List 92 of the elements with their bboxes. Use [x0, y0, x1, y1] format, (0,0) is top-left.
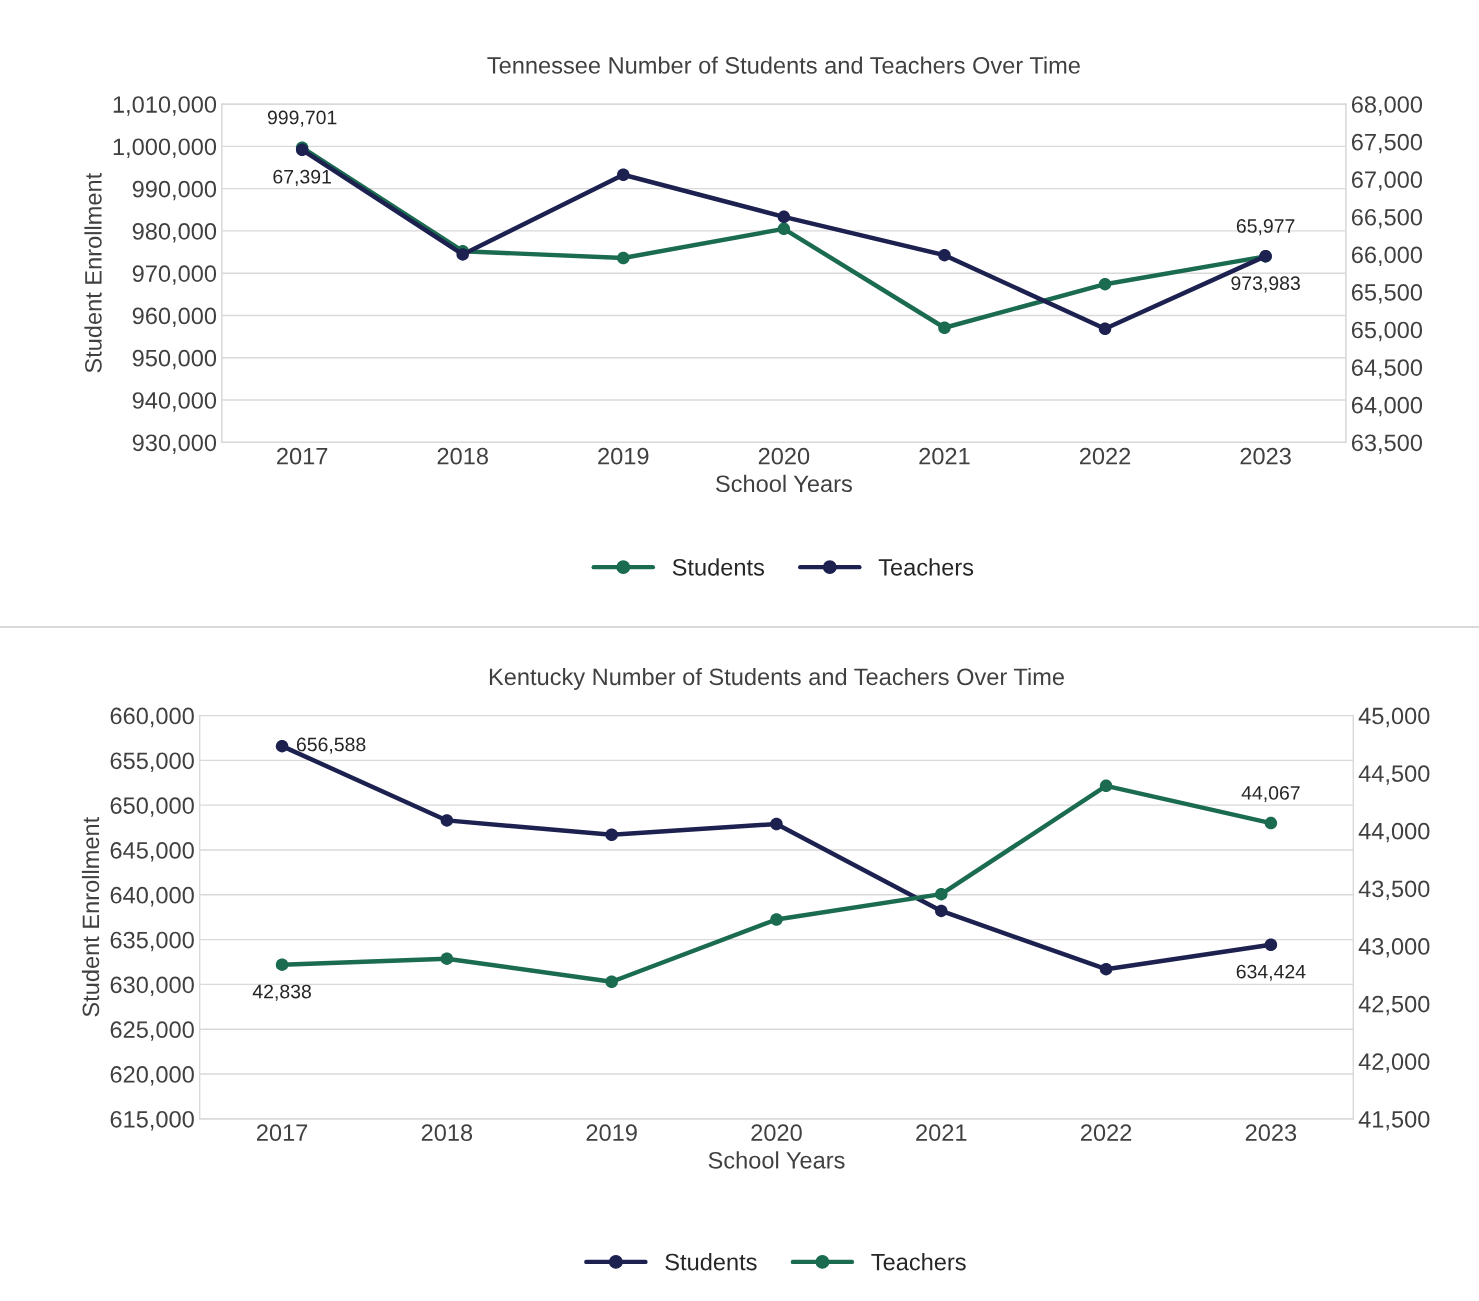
point — [1099, 779, 1113, 793]
y2-tick-label: 44,000 — [1358, 822, 1430, 843]
x-tick-label: 2019 — [598, 447, 649, 465]
y2-tick-label: 63,500 — [1351, 434, 1423, 454]
point — [605, 828, 618, 841]
point — [440, 814, 454, 827]
y-tick-label: 635,000 — [110, 931, 194, 952]
point — [935, 904, 948, 918]
y-tick-label: 660,000 — [110, 707, 194, 728]
point — [770, 913, 783, 926]
data-label: 656,588 — [296, 737, 366, 754]
y2-tick-label: 42,000 — [1358, 1053, 1430, 1073]
point — [1098, 277, 1112, 291]
x-tick-label: 2021 — [916, 1124, 967, 1142]
legend-label: Students — [665, 1253, 757, 1271]
y-tick-label: 970,000 — [132, 265, 217, 285]
data-label: 973,983 — [1231, 276, 1300, 293]
y-axis-title: Student Enrollment — [81, 816, 100, 1017]
y2-tick-label: 65,000 — [1351, 321, 1423, 342]
y-tick-label: 930,000 — [132, 434, 217, 454]
data-label: 67,391 — [273, 169, 331, 186]
y2-tick-label: 67,500 — [1351, 133, 1423, 154]
point — [440, 952, 454, 965]
y-tick-label: 655,000 — [110, 752, 194, 772]
y-tick-label: 950,000 — [132, 349, 217, 370]
y-tick-label: 630,000 — [110, 976, 194, 996]
y2-tick-label: 66,500 — [1351, 208, 1423, 229]
x-tick-label: 2017 — [277, 447, 328, 465]
chart-title: Tennessee Number of Students and Teachers Over Time — [487, 56, 1080, 74]
legend-label: Teachers — [871, 1253, 966, 1271]
y2-tick-label: 65,500 — [1351, 284, 1423, 304]
x-tick-label: 2020 — [758, 447, 810, 465]
point — [275, 958, 289, 971]
data-label: 65,977 — [1236, 219, 1295, 236]
point — [275, 739, 289, 753]
legend-label: Students — [672, 558, 765, 576]
point — [617, 251, 630, 265]
y-tick-label: 650,000 — [110, 797, 194, 817]
point — [777, 210, 791, 224]
y-axis-title: Student Enrollment — [84, 172, 102, 373]
x-tick-label: 2017 — [256, 1124, 308, 1142]
y-tick-label: 640,000 — [110, 886, 194, 907]
x-tick-label: 2022 — [1079, 447, 1131, 465]
point — [938, 321, 951, 334]
y2-tick-label: 42,500 — [1358, 995, 1430, 1016]
x-tick-label: 2023 — [1245, 1124, 1297, 1142]
data-label: 44,067 — [1241, 786, 1300, 803]
x-axis-title: School Years — [716, 474, 852, 493]
point — [1099, 962, 1113, 976]
point — [456, 248, 469, 261]
point — [617, 168, 630, 181]
x-tick-label: 2023 — [1240, 447, 1291, 465]
point — [770, 817, 783, 831]
x-tick-label: 2020 — [751, 1124, 802, 1142]
y2-tick-label: 66,000 — [1351, 246, 1423, 266]
y2-tick-label: 44,500 — [1358, 765, 1430, 785]
legend-label: Teachers — [878, 558, 974, 576]
point — [1098, 322, 1112, 336]
y2-tick-label: 43,500 — [1358, 880, 1430, 900]
y-tick-label: 645,000 — [110, 842, 194, 862]
y-tick-label: 620,000 — [110, 1066, 194, 1086]
x-tick-label: 2018 — [437, 447, 488, 465]
y2-tick-label: 64,500 — [1351, 359, 1423, 379]
y2-tick-label: 68,000 — [1351, 96, 1423, 116]
y-tick-label: 940,000 — [132, 392, 217, 412]
y2-tick-label: 45,000 — [1358, 707, 1430, 728]
point — [1264, 938, 1278, 952]
x-tick-label: 2021 — [919, 447, 970, 465]
y2-tick-label: 43,000 — [1358, 938, 1430, 958]
y-tick-label: 1,000,000 — [113, 138, 217, 158]
y2-tick-label: 67,000 — [1351, 171, 1423, 191]
x-tick-label: 2019 — [586, 1124, 637, 1142]
y-tick-label: 980,000 — [132, 223, 217, 243]
data-label: 999,701 — [267, 110, 337, 127]
point — [1264, 816, 1278, 830]
point — [777, 222, 791, 236]
y-tick-label: 615,000 — [110, 1110, 194, 1131]
y2-tick-label: 64,000 — [1351, 396, 1423, 417]
y2-tick-label: 41,500 — [1358, 1110, 1430, 1131]
x-tick-label: 2018 — [421, 1124, 473, 1142]
y-tick-label: 1,010,000 — [113, 96, 217, 116]
point — [935, 887, 948, 901]
chart-title: Kentucky Number of Students and Teachers Over Time — [489, 667, 1064, 690]
x-axis-title: School Years — [708, 1151, 845, 1169]
data-label: 634,424 — [1236, 964, 1306, 981]
x-tick-label: 2022 — [1081, 1124, 1132, 1142]
y-tick-label: 990,000 — [132, 180, 217, 201]
y-tick-label: 960,000 — [132, 307, 217, 328]
point — [938, 248, 951, 262]
data-label: 42,838 — [252, 984, 311, 1001]
point — [605, 975, 618, 988]
y-tick-label: 625,000 — [110, 1021, 194, 1041]
